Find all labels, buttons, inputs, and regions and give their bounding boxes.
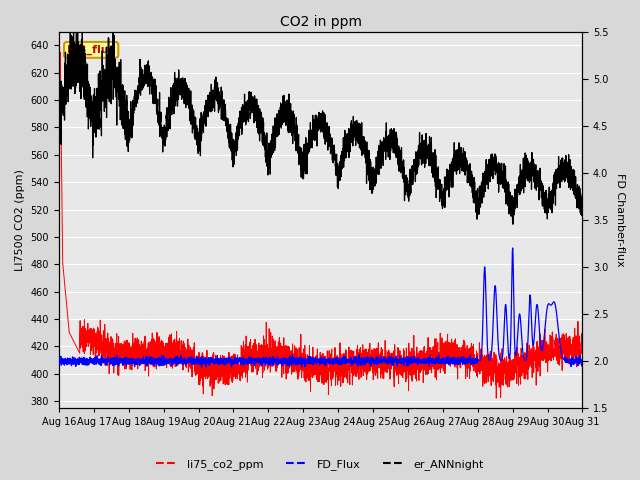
Y-axis label: FD Chamber-flux: FD Chamber-flux: [615, 173, 625, 266]
Legend: li75_co2_ppm, FD_Flux, er_ANNnight: li75_co2_ppm, FD_Flux, er_ANNnight: [151, 455, 489, 474]
Text: MB_flux: MB_flux: [67, 45, 115, 55]
Title: CO2 in ppm: CO2 in ppm: [280, 15, 362, 29]
Y-axis label: LI7500 CO2 (ppm): LI7500 CO2 (ppm): [15, 169, 25, 271]
